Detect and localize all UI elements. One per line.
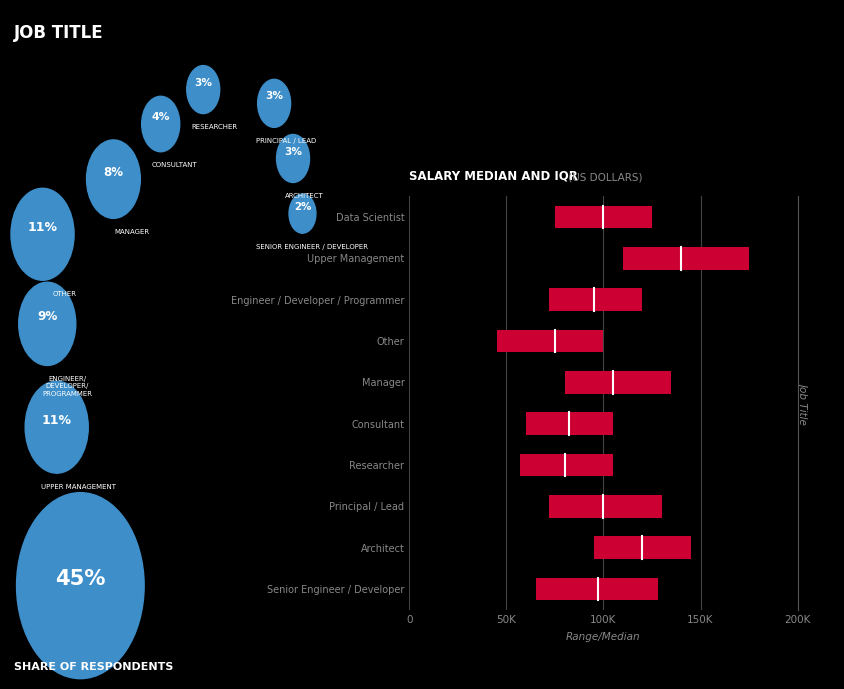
Text: 3%: 3%: [265, 92, 283, 101]
Text: PRINCIPAL / LEAD: PRINCIPAL / LEAD: [256, 138, 316, 144]
Bar: [520, 453, 613, 477]
Bar: [555, 205, 652, 229]
Text: (US DOLLARS): (US DOLLARS): [565, 172, 643, 183]
Text: SHARE OF RESPONDENTS: SHARE OF RESPONDENTS: [14, 661, 174, 672]
Text: SALARY MEDIAN AND IQR: SALARY MEDIAN AND IQR: [409, 169, 578, 183]
Text: 3%: 3%: [284, 147, 302, 156]
Text: 11%: 11%: [28, 221, 57, 234]
Y-axis label: Job Title: Job Title: [798, 382, 809, 424]
Text: JOB TITLE: JOB TITLE: [14, 24, 104, 42]
Text: 8%: 8%: [104, 166, 123, 178]
Bar: [594, 536, 691, 559]
Circle shape: [87, 140, 140, 218]
Text: SENIOR ENGINEER / DEVELOPER: SENIOR ENGINEER / DEVELOPER: [256, 243, 368, 249]
Bar: [549, 288, 642, 311]
Bar: [623, 247, 749, 270]
Text: 2%: 2%: [294, 202, 311, 212]
Text: RESEARCHER: RESEARCHER: [192, 124, 238, 130]
Text: 3%: 3%: [194, 78, 212, 88]
Text: ARCHITECT: ARCHITECT: [285, 193, 324, 199]
Circle shape: [142, 96, 180, 152]
Circle shape: [25, 381, 89, 473]
Circle shape: [257, 79, 290, 127]
Text: UPPER MANAGEMENT: UPPER MANAGEMENT: [41, 484, 116, 489]
X-axis label: Range/Median: Range/Median: [566, 632, 641, 641]
Circle shape: [277, 134, 310, 183]
Text: 9%: 9%: [37, 311, 57, 323]
Circle shape: [19, 282, 76, 365]
Bar: [549, 495, 662, 518]
Bar: [526, 412, 614, 435]
Bar: [496, 330, 603, 353]
Text: OTHER: OTHER: [52, 291, 77, 296]
Text: MANAGER: MANAGER: [115, 229, 150, 235]
Circle shape: [187, 65, 219, 114]
Text: ENGINEER/
DEVELOPER/
PROGRAMMER: ENGINEER/ DEVELOPER/ PROGRAMMER: [42, 376, 92, 397]
Bar: [565, 371, 672, 394]
Text: 4%: 4%: [151, 112, 170, 122]
Text: CONSULTANT: CONSULTANT: [151, 162, 197, 168]
Circle shape: [289, 194, 316, 233]
Text: 11%: 11%: [41, 414, 72, 426]
Circle shape: [17, 493, 144, 679]
Circle shape: [11, 188, 74, 280]
Bar: [536, 577, 657, 600]
Text: 45%: 45%: [55, 568, 106, 589]
